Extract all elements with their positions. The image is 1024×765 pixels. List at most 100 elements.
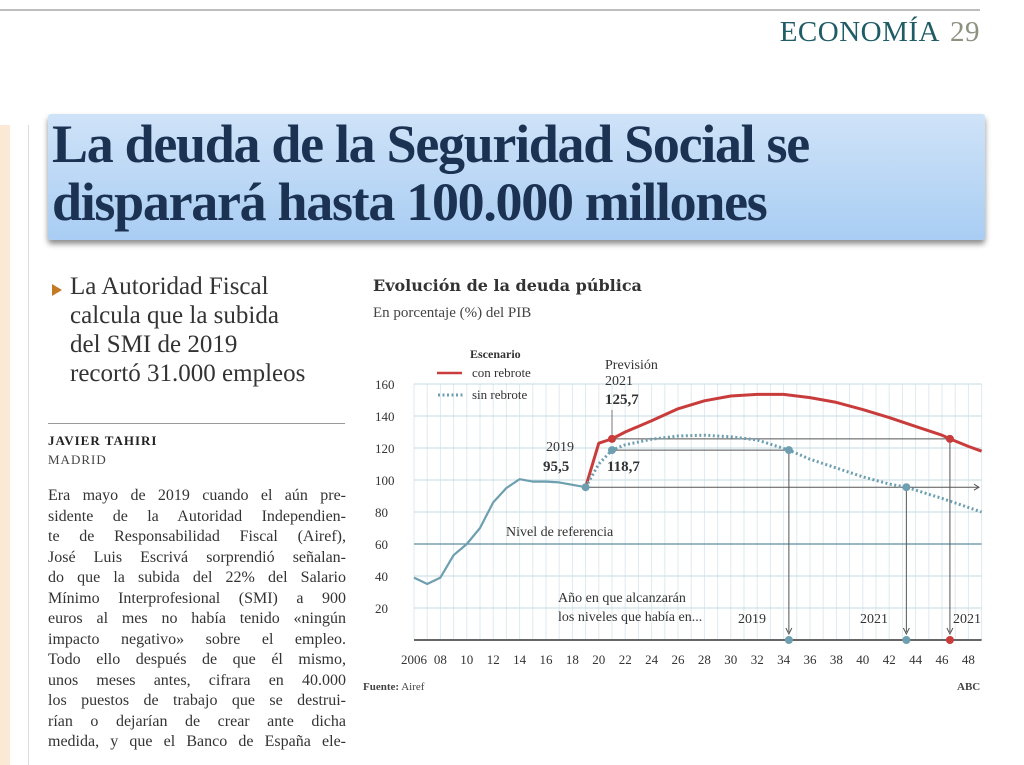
reference-level-label: Nivel de referencia <box>506 525 614 540</box>
body-line: rían o dejarían de crear ante dicha <box>48 712 346 730</box>
data-point-marker <box>784 446 793 455</box>
body-line: José Luis Escrivá sorprendió señalan- <box>48 548 346 566</box>
y-tick-label: 40 <box>375 569 388 584</box>
arrow-down-icon <box>902 627 910 636</box>
x-tick-label: 22 <box>619 652 632 667</box>
section-header: ECONOMÍA 29 <box>780 16 980 49</box>
page-number: 29 <box>950 16 980 48</box>
x-tick-label: 38 <box>830 652 843 667</box>
chart-source: Fuente: Airef <box>363 681 424 693</box>
section-name: ECONOMÍA <box>779 16 940 48</box>
y-tick-label: 160 <box>375 377 395 392</box>
recovery-year-label: 2021 <box>953 612 981 627</box>
recovery-year-label: 2021 <box>860 612 888 627</box>
x-tick-label: 48 <box>962 652 975 667</box>
x-tick-label: 24 <box>645 652 659 667</box>
series-line-con-rebrote <box>584 392 983 488</box>
chart-subtitle: En porcentaje (%) del PIB <box>373 305 532 321</box>
x-tick-label: 34 <box>777 652 791 667</box>
recovery-note-line-2: los niveles que había en... <box>558 610 702 625</box>
legend-label-sin-rebrote: sin rebrote <box>472 387 527 402</box>
dateline-city: MADRID <box>48 452 107 467</box>
forecast-value: 125,7 <box>605 392 639 408</box>
subhead-line: La Autoridad Fiscal <box>70 273 269 300</box>
x-tick-label: 32 <box>751 652 764 667</box>
body-line: medida, y que el Banco de España ele- <box>48 733 346 750</box>
arrow-right-icon <box>973 483 980 491</box>
x-tick-label: 46 <box>936 652 950 667</box>
chart-title: Evolución de la deuda pública <box>373 276 642 295</box>
body-line: euros al mes no había tenido «ningún <box>48 610 346 627</box>
x-tick-label: 36 <box>804 652 818 667</box>
headline-line-1: La deuda de la Seguridad Social se <box>52 114 810 174</box>
y-tick-label: 60 <box>375 537 388 552</box>
body-line: sidente de la Autoridad Independien- <box>48 507 346 525</box>
legend-title: Escenario <box>470 347 521 361</box>
y-tick-label: 120 <box>375 441 395 456</box>
x-tick-label: 28 <box>698 652 711 667</box>
recovery-year-marker <box>945 636 954 644</box>
series-line-sin-rebrote <box>584 433 983 514</box>
x-tick-label: 2006 <box>401 652 428 667</box>
recovery-year-marker <box>902 636 911 644</box>
recovery-year-marker <box>784 636 793 644</box>
arrow-down-icon <box>785 627 793 636</box>
data-point-marker <box>945 434 954 443</box>
headline: La deuda de la Seguridad Social se dispa… <box>48 114 985 240</box>
recovery-year-label: 2019 <box>738 612 766 627</box>
y-tick-label: 80 <box>375 505 388 520</box>
x-tick-label: 14 <box>513 652 527 667</box>
debt-chart: 20 40 60 80 100 120 140 160 2006 08 10 12 14 16 18 20 22… <box>375 347 983 667</box>
x-tick-label: 20 <box>592 652 605 667</box>
body-line: unos meses antes, cifrara en 40.000 <box>48 671 346 689</box>
x-tick-label: 10 <box>460 652 473 667</box>
data-point-marker <box>608 446 616 455</box>
body-line: te de Responsabilidad Fiscal (Airef), <box>48 528 346 545</box>
subheadline: La Autoridad Fiscal calcula que la subid… <box>52 272 352 388</box>
x-tick-label: 30 <box>724 652 737 667</box>
label-2019: 2019 <box>546 440 574 455</box>
recovery-note-line-1: Año en que alcanzarán <box>558 591 686 606</box>
x-tick-label: 42 <box>883 652 896 667</box>
forecast-label: Previsión <box>605 358 658 373</box>
top-rule <box>0 9 980 11</box>
body-line: impacto negativo» sobre el empleo. <box>48 630 346 648</box>
y-tick-label: 20 <box>375 601 388 616</box>
data-point-marker <box>902 483 911 492</box>
x-tick-label: 26 <box>672 652 686 667</box>
series-line-historical <box>413 478 586 586</box>
body-line: do que la subida del 22% del Salario <box>48 569 346 586</box>
arrow-down-icon <box>946 627 954 636</box>
x-tick-label: 16 <box>540 652 554 667</box>
subhead-line: calcula que la subida <box>70 302 279 329</box>
subhead-line: del SMI de 2019 <box>70 331 238 358</box>
body-line: Era mayo de 2019 cuando el aún pre- <box>48 487 346 504</box>
author: JAVIER TAHIRI <box>48 433 158 448</box>
data-point-marker <box>581 483 590 492</box>
value-118-7: 118,7 <box>607 459 640 475</box>
y-tick-label: 100 <box>375 473 395 488</box>
body-line: Mínimo Interprofesional (SMI) a 900 <box>48 589 346 607</box>
byline-divider <box>48 423 345 424</box>
data-point-marker <box>608 434 616 443</box>
chart-credit: ABC <box>957 681 981 693</box>
body-line: los puestos de trabajo que se destrui- <box>48 692 346 709</box>
x-tick-label: 40 <box>856 652 869 667</box>
source-label: Fuente: <box>363 681 400 693</box>
legend-label-con-rebrote: con rebrote <box>472 365 531 380</box>
value-2019: 95,5 <box>543 459 569 475</box>
x-tick-label: 44 <box>909 652 923 667</box>
bullet-triangle-icon <box>52 284 62 296</box>
column-divider <box>28 125 29 765</box>
x-tick-label: 12 <box>487 652 500 667</box>
article-body: Era mayo de 2019 cuando el aún pre-siden… <box>48 486 346 753</box>
body-line: Todo ello después de que él mismo, <box>48 651 346 668</box>
source-name: Airef <box>401 681 425 693</box>
headline-line-2: disparará hasta 100.000 millones <box>52 172 768 232</box>
x-tick-label: 18 <box>566 652 579 667</box>
subhead-line: recortó 31.000 empleos <box>70 360 306 387</box>
adjacent-page-strip <box>0 125 10 765</box>
x-tick-label: 08 <box>434 652 447 667</box>
forecast-year: 2021 <box>605 374 633 389</box>
y-tick-label: 140 <box>375 409 395 424</box>
